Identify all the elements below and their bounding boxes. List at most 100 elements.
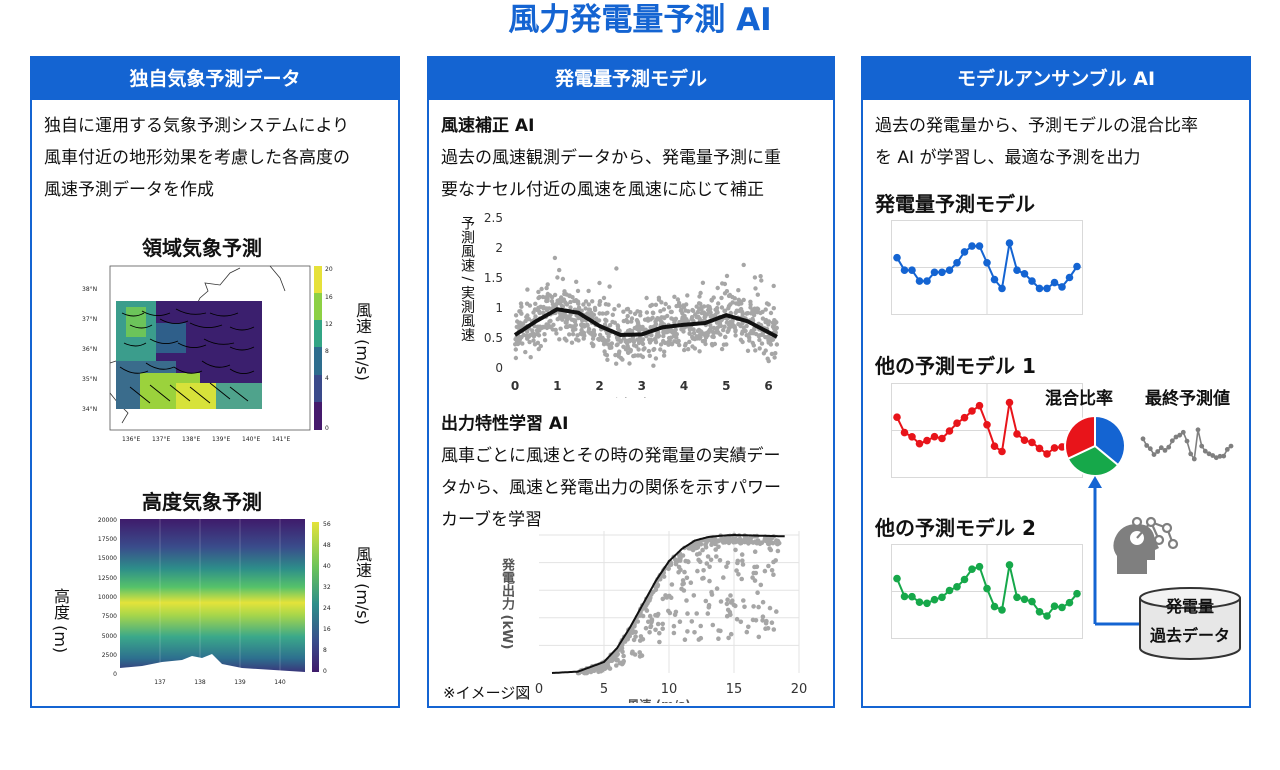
desc-line: タから、風速と発電出力の関係を示すパワー [441,478,781,498]
scatter-point [681,588,687,593]
scatter-point [773,351,778,356]
scatter-point [741,262,746,268]
chart1-ylabel: 予測風速 / 実測風速 [459,216,475,342]
scatter-point [760,618,765,623]
series-point [983,421,991,429]
scatter-point [564,302,570,307]
scatter-point [758,274,763,279]
scatter-point [602,349,607,354]
x-tick: 15 [726,682,743,697]
scatter-point [671,630,677,636]
scatter-point [694,552,700,557]
scatter-point [734,568,739,573]
scatter-point [710,537,715,542]
scatter-point [700,547,705,553]
cb-tick: 8 [323,647,327,654]
series-point [1050,444,1059,452]
scatter-point [746,624,751,630]
scatter-point [734,616,740,622]
scatter-point [756,540,762,545]
scatter-point [635,619,641,624]
scatter-point [701,568,706,573]
x-tick: 137 [154,679,166,686]
scatter-point [716,544,721,550]
power-curve-line [551,534,785,674]
scatter-point [641,605,647,611]
scatter-point [615,324,621,329]
scatter-point [771,559,776,565]
scatter-point [672,339,677,344]
scatter-point [638,634,644,639]
series-point [1028,277,1036,285]
scatter-point [533,314,538,319]
scatter-point [696,542,701,548]
scatter-point [763,307,768,312]
lat-tick: 34°N [82,406,97,413]
scatter-point [769,351,775,357]
series-point [900,266,909,274]
series-point [930,268,939,277]
scatter-point [616,351,622,356]
scatter-point [606,334,611,339]
scatter-point [601,295,607,301]
scatter-point [524,333,529,338]
final-prediction-label: 最終予測値 [1145,389,1230,409]
scatter-point [666,342,671,347]
series-point [930,595,939,604]
y-tick: 0 [495,361,503,375]
scatter-point [568,299,573,305]
scatter-point [617,660,623,666]
scatter-point [596,665,602,671]
scatter-point [570,332,576,337]
scatter-point [557,267,562,273]
x-tick: 5 [722,379,730,393]
lat-tick: 36°N [82,346,97,353]
scatter-point [741,538,747,543]
scatter-point [661,307,667,312]
y-tick: 1 [495,301,503,315]
scatter-point [537,294,542,300]
series-point [983,584,991,593]
scatter-point [755,292,760,297]
scatter-point [682,637,688,642]
scatter-point [724,273,730,279]
scatter-point [676,338,681,344]
series-point [1043,612,1051,620]
scatter-point [662,340,668,346]
scatter-point [676,300,682,306]
scatter-point [753,286,758,291]
scatter-point [586,288,591,294]
scatter-point [653,302,659,307]
scatter-point [757,337,762,343]
x-tick: 10 [661,682,678,697]
scatter-point [540,310,546,315]
colorbar [312,522,319,672]
series-point [1013,593,1021,602]
scatter-point [544,306,549,311]
series-point [938,434,946,443]
scatter-point [741,325,746,330]
scatter-point [513,355,519,361]
series-point [1169,438,1175,444]
series-point [1065,598,1074,607]
scatter-point [708,557,714,563]
scatter-point [767,546,772,551]
scatter-point [528,355,533,360]
y-tick: 20000 [98,517,117,524]
scatter-point [633,634,638,639]
series-point [1035,608,1044,616]
scatter-point [552,292,558,298]
colorbar: 20 16 12 8 4 0 [314,266,333,432]
scatter-point [605,342,611,347]
scatter-point [744,311,749,316]
x-tick: 5 [600,682,608,697]
series-point [968,407,976,415]
y-tick: 17500 [98,536,117,543]
series-point [1184,438,1190,444]
scatter-point [757,346,762,351]
series-point [900,592,909,601]
scatter-point [766,319,772,324]
desc-line: を AI が学習し、最適な予測を出力 [875,148,1141,168]
pie-slice [1064,414,1096,461]
scatter-point [607,284,612,289]
